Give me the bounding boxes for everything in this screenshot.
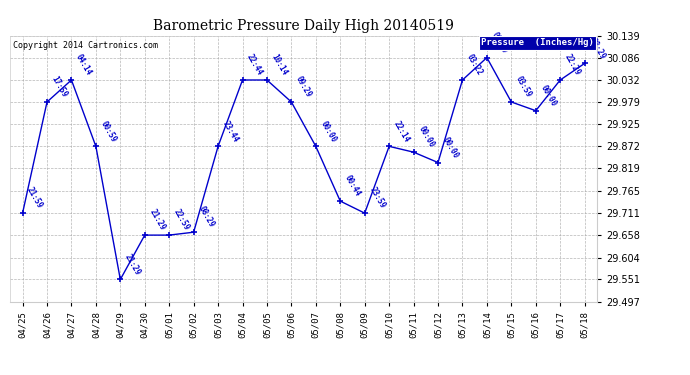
- Title: Barometric Pressure Daily High 20140519: Barometric Pressure Daily High 20140519: [153, 19, 454, 33]
- Text: 00:00: 00:00: [319, 119, 338, 144]
- Text: 21:29: 21:29: [123, 252, 142, 277]
- Text: Copyright 2014 Cartronics.com: Copyright 2014 Cartronics.com: [13, 41, 158, 50]
- Text: Pressure  (Inches/Hg): Pressure (Inches/Hg): [481, 38, 594, 47]
- Text: 22:14: 22:14: [392, 119, 411, 144]
- Text: 21:59: 21:59: [26, 186, 45, 210]
- Text: 03:59: 03:59: [514, 75, 533, 99]
- Text: 09:29: 09:29: [294, 75, 313, 99]
- Text: 10:14: 10:14: [270, 53, 289, 77]
- Text: 00:44: 00:44: [343, 174, 362, 198]
- Text: 22:44: 22:44: [245, 53, 265, 77]
- Text: 03:22: 03:22: [465, 53, 484, 77]
- Text: 17:59: 17:59: [50, 75, 69, 99]
- Text: 00:00: 00:00: [538, 83, 558, 108]
- Text: 08:29: 08:29: [490, 30, 509, 55]
- Text: 08:29: 08:29: [197, 205, 216, 230]
- Text: 23:59: 23:59: [368, 186, 387, 210]
- Text: 23:44: 23:44: [221, 119, 240, 144]
- Text: 04:14: 04:14: [75, 53, 94, 77]
- Text: 08:29: 08:29: [587, 36, 607, 61]
- Text: 22:59: 22:59: [172, 208, 191, 232]
- Text: 22:29: 22:29: [563, 53, 582, 77]
- Text: 21:29: 21:29: [148, 208, 167, 232]
- Text: 00:00: 00:00: [416, 125, 435, 149]
- Text: 00:00: 00:00: [441, 135, 460, 160]
- Text: 00:59: 00:59: [99, 119, 118, 144]
